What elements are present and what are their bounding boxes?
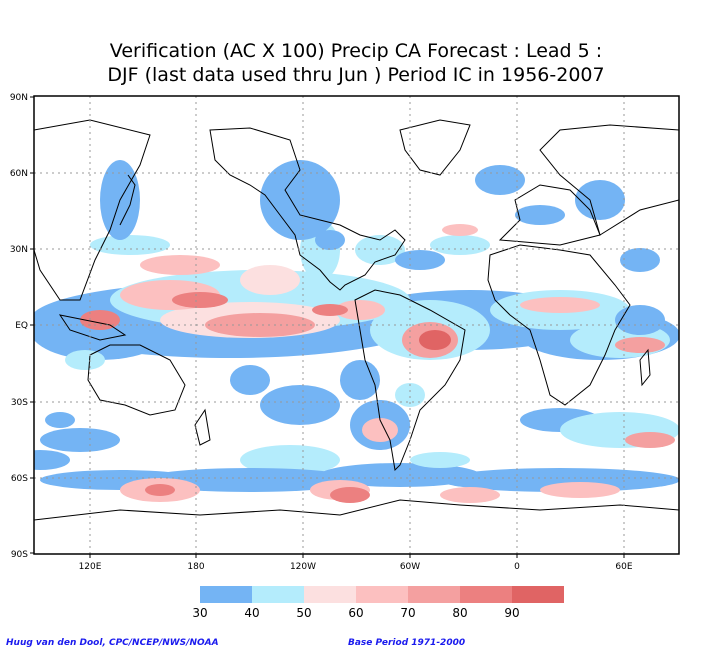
skill-patch (260, 385, 340, 425)
indonesia-coast (58, 314, 127, 341)
africa-coast (487, 244, 631, 406)
colorbar-label: 80 (452, 606, 467, 620)
skill-patch (620, 248, 660, 272)
skill-patch (520, 297, 600, 313)
new-zealand-coast (194, 408, 211, 446)
lat-label-60n: 60N (10, 169, 28, 179)
north-america-coast (209, 127, 406, 291)
colorbar-swatch (512, 586, 564, 603)
lon-label-0: 0 (514, 562, 520, 572)
colorbar-label: 50 (296, 606, 311, 620)
credit-author: Huug van den Dool, CPC/NCEP/NWS/NOAA (6, 638, 219, 648)
madagascar-coast (639, 348, 651, 387)
lat-label-90n: 90N (10, 93, 28, 103)
axis-ticks (30, 96, 625, 558)
colorbar (200, 586, 564, 603)
asia-west-coast (34, 119, 151, 301)
japan-coast (119, 174, 136, 226)
lat-label-eq: EQ (15, 321, 28, 331)
skill-patch (410, 452, 470, 468)
skill-patch (240, 265, 300, 295)
lat-label-30s: 30S (11, 398, 28, 408)
skill-patch (442, 224, 478, 236)
skill-patch (515, 205, 565, 225)
lon-label-180: 180 (187, 562, 204, 572)
skill-patch (240, 445, 340, 475)
lat-label-30n: 30N (10, 245, 28, 255)
antarctica-coast (34, 499, 679, 521)
skill-patch (540, 482, 620, 498)
skill-patch (340, 360, 380, 400)
colorbar-label: 90 (504, 606, 519, 620)
skill-patch (625, 432, 675, 448)
skill-patch (440, 468, 679, 492)
coastlines (34, 119, 679, 521)
colorbar-swatch (304, 586, 356, 603)
asia-coast (539, 124, 679, 236)
skill-patch (312, 304, 348, 316)
lat-label-90s: 90S (11, 550, 28, 560)
skill-patch (335, 300, 385, 320)
lon-label-120w: 120W (290, 562, 316, 572)
credit-base-period: Base Period 1971-2000 (348, 638, 466, 648)
skill-patch (230, 365, 270, 395)
title-line-2: DJF (last data used thru Jun ) Period IC… (107, 64, 605, 86)
skill-patch (260, 160, 340, 240)
skill-patch (395, 383, 425, 407)
colorbar-swatch (200, 586, 252, 603)
colorbar-label: 60 (348, 606, 363, 620)
australia-coast (87, 344, 186, 416)
skill-patch (172, 292, 228, 308)
map-area (34, 96, 679, 554)
colorbar-label: 70 (400, 606, 415, 620)
skill-patch (475, 165, 525, 195)
lon-label-60e: 60E (615, 562, 632, 572)
lat-label-60s: 60S (11, 474, 28, 484)
lon-label-60w: 60W (400, 562, 420, 572)
longitude-labels: 120E 180 120W 60W 0 60E (79, 562, 633, 572)
skill-shading (34, 160, 679, 503)
skill-patch (330, 487, 370, 503)
skill-patch (419, 330, 451, 350)
skill-patch (575, 180, 625, 220)
skill-patch (362, 418, 398, 442)
skill-patch (145, 484, 175, 496)
colorbar-swatch (356, 586, 408, 603)
skill-patch (34, 450, 70, 470)
skill-patch (140, 255, 220, 275)
skill-patch (90, 235, 170, 255)
skill-patch (45, 412, 75, 428)
europe-coast (498, 184, 601, 246)
skill-patch (205, 313, 315, 337)
greenland-coast (399, 119, 471, 176)
skill-patch (440, 487, 500, 503)
colorbar-swatch (460, 586, 512, 603)
gridlines (34, 96, 679, 554)
skill-patch (355, 235, 405, 265)
skill-patch (395, 250, 445, 270)
colorbar-label: 40 (244, 606, 259, 620)
skill-patch (315, 230, 345, 250)
colorbar-labels: 30 40 50 60 70 80 90 (192, 606, 519, 620)
colorbar-swatch (252, 586, 304, 603)
skill-patch (615, 337, 665, 353)
skill-patch (430, 235, 490, 255)
lon-label-120e: 120E (79, 562, 102, 572)
skill-patch (40, 428, 120, 452)
skill-patch (65, 350, 105, 370)
latitude-labels: 90N 60N 30N EQ 30S 60S 90S (10, 93, 28, 560)
skill-patch (615, 305, 665, 335)
colorbar-swatch (408, 586, 460, 603)
title-line-1: Verification (AC X 100) Precip CA Foreca… (109, 40, 603, 62)
colorbar-label: 30 (192, 606, 207, 620)
skill-patch (320, 463, 480, 487)
